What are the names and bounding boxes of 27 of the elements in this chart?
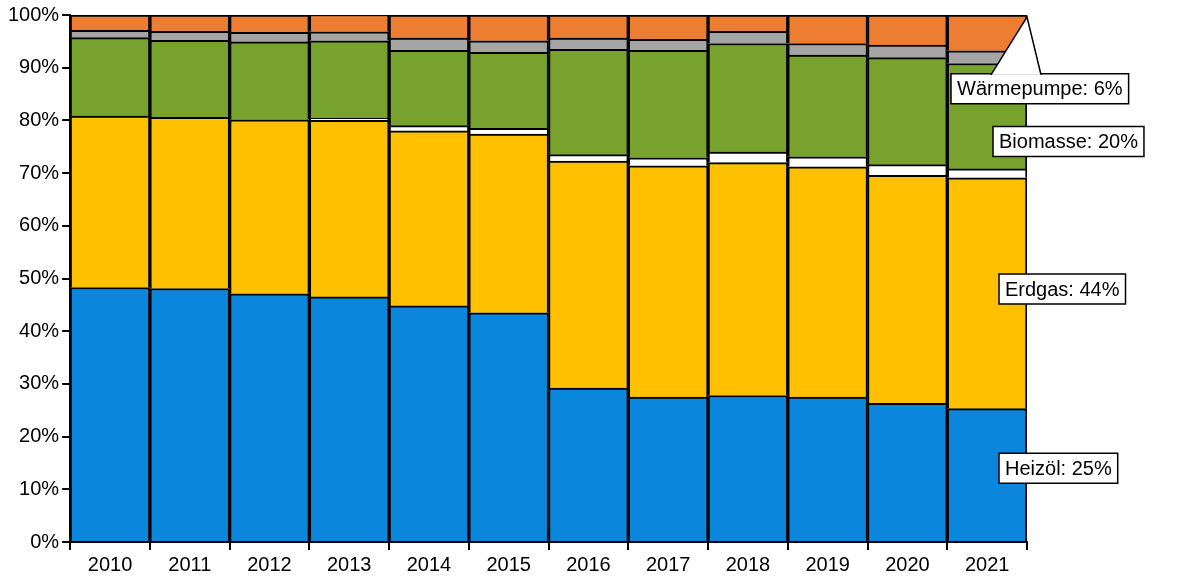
x-tick-label: 2020 <box>885 552 930 575</box>
x-tick-label: 2014 <box>406 552 452 575</box>
x-tick-label: 2021 <box>964 552 1010 575</box>
annotation: Wärmepumpe: 6% <box>957 77 1123 100</box>
x-tick-label: 2018 <box>725 552 771 575</box>
y-tick-label: 90% <box>19 55 60 78</box>
x-tick-label: 2015 <box>486 552 531 575</box>
x-tick-label: 2016 <box>566 552 611 575</box>
x-tick-label: 2011 <box>168 552 212 575</box>
annotation: Biomasse: 20% <box>999 130 1139 152</box>
y-tick-label: 30% <box>19 371 60 394</box>
x-tick-label: 2010 <box>87 552 133 575</box>
y-tick-label: 40% <box>19 318 60 341</box>
annotation: Erdgas: 44% <box>1005 277 1120 300</box>
y-tick-label: 80% <box>19 107 60 130</box>
y-tick-label: 0% <box>30 529 60 552</box>
y-tick-label: 50% <box>19 266 60 289</box>
y-tick-label: 100% <box>8 2 60 25</box>
x-tick-label: 2013 <box>326 552 372 575</box>
x-tick-label: 2017 <box>645 552 691 575</box>
x-tick-label: 2019 <box>805 552 850 575</box>
y-tick-label: 20% <box>19 424 60 447</box>
annotation: Heizöl: 25% <box>1005 456 1112 479</box>
x-tick-label: 2012 <box>247 552 292 575</box>
y-tick-label: 10% <box>19 476 60 499</box>
y-tick-label: 60% <box>19 213 60 236</box>
y-tick-label: 70% <box>19 160 60 183</box>
